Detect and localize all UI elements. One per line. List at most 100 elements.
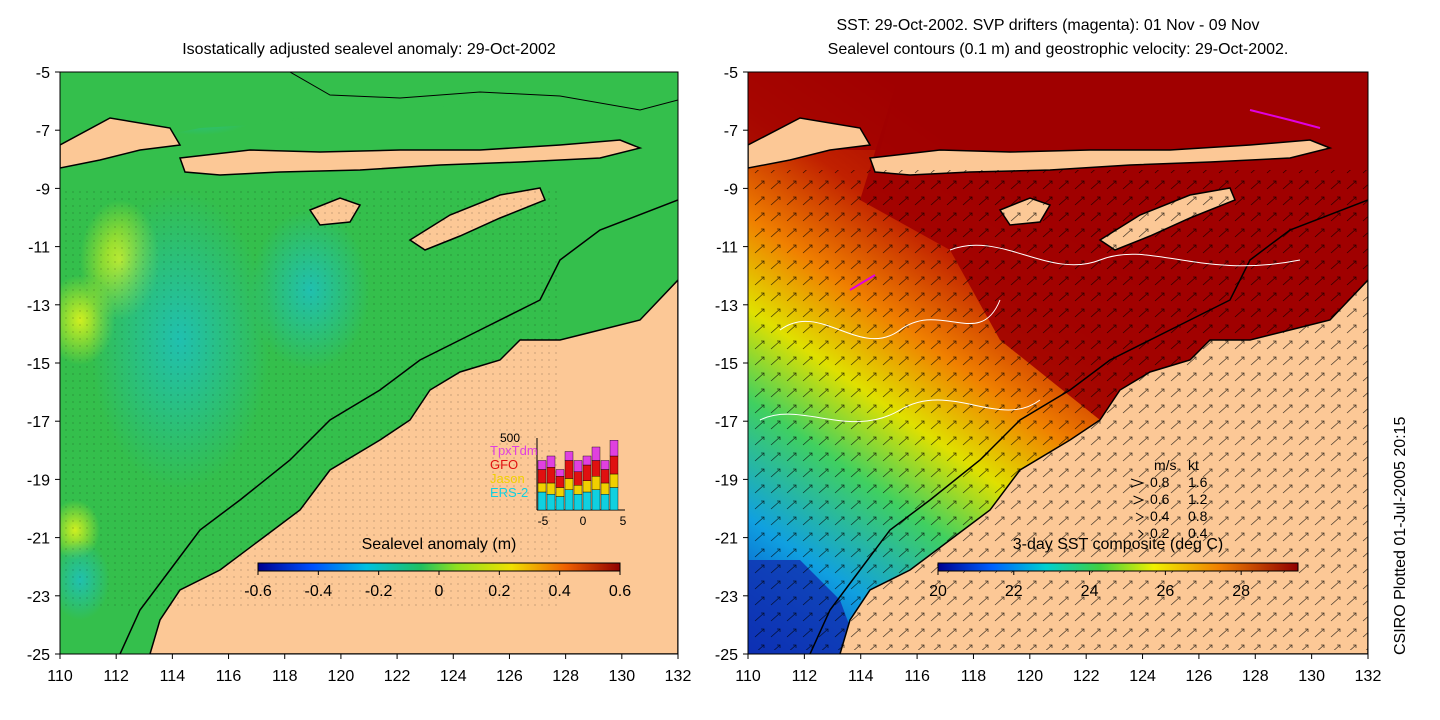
velocity-legend-ms: 0.8 xyxy=(1150,474,1170,490)
left-y-tick-label: -7 xyxy=(36,123,50,140)
right-y-tick-label: -23 xyxy=(715,589,738,606)
left-colorbar: Sealevel anomaly (m) -0.6 -0.4 -0.2 0 0.2 0.4… xyxy=(244,536,631,600)
right-x-tick-label: 112 xyxy=(792,668,818,685)
left-y-tick-label: -25 xyxy=(27,647,50,664)
histogram-bar-jason xyxy=(600,482,610,495)
sla-colorbar-tick-label: -0.6 xyxy=(244,583,272,600)
histogram-bar-tpx xyxy=(609,440,619,457)
velocity-legend: m/s kt 0.8 1.60.6 1.20.4 0.80.2 0.4 xyxy=(1130,457,1208,541)
velocity-legend-kt: 0.4 xyxy=(1188,525,1208,541)
left-x-tick-label: 132 xyxy=(665,668,692,685)
sst-colorbar-label: 3-day SST composite (deg C) xyxy=(1013,536,1223,553)
left-x-tick-label: 120 xyxy=(328,668,355,685)
histogram-x-tick-label: 5 xyxy=(620,514,627,528)
velocity-legend-arrow xyxy=(1130,478,1145,488)
velocity-legend-header-kt: kt xyxy=(1188,457,1199,473)
histogram-bar-jason xyxy=(591,476,601,490)
right-x-tick-label: 124 xyxy=(1129,668,1156,685)
histogram-bar-gfo xyxy=(573,471,583,486)
right-y-tick-label: -17 xyxy=(715,414,738,431)
histogram-bar-jason xyxy=(546,482,556,495)
histogram-bar-jason xyxy=(609,473,619,488)
velocity-legend-kt: 1.6 xyxy=(1188,474,1208,490)
histogram-bar-jason xyxy=(537,482,547,493)
sst-colorbar-gradient xyxy=(937,562,1299,572)
sla-colorbar-gradient xyxy=(257,562,621,572)
histogram-bar-tpx xyxy=(564,451,574,461)
left-x-tick-label: 116 xyxy=(216,668,242,685)
sst-colorbar-tick-label: 26 xyxy=(1156,583,1174,600)
histogram-bar-jason xyxy=(573,485,583,495)
right-y-tick-label: -19 xyxy=(715,472,738,489)
histogram-bar-ers2 xyxy=(609,487,619,511)
northern-coast xyxy=(288,72,678,111)
histogram-legend-entry: ERS-2 xyxy=(490,485,528,500)
right-y-tick-label: -15 xyxy=(715,356,738,373)
histogram-ymax-label: 500 xyxy=(500,431,520,445)
right-y-tick-label: -9 xyxy=(724,181,738,198)
svp-drifter-track xyxy=(849,274,876,291)
sst-colorbar-tick-label: 22 xyxy=(1005,583,1023,600)
histogram-bar-tpx xyxy=(591,446,601,461)
left-x-tick-label: 124 xyxy=(440,668,467,685)
histogram-bar-tpx xyxy=(573,460,583,472)
left-y-tick-label: -23 xyxy=(27,589,50,606)
left-y-tick-label: -13 xyxy=(27,298,50,315)
histogram-bar-gfo xyxy=(546,467,556,484)
histogram-bar-jason xyxy=(555,487,565,497)
svp-drifter-track xyxy=(1249,109,1321,129)
left-y-tick-label: -11 xyxy=(28,240,50,257)
right-x-tick-label: 128 xyxy=(1242,668,1269,685)
java-island xyxy=(60,117,182,169)
histogram-bar-ers2 xyxy=(546,494,556,511)
lesser-sunda-islands xyxy=(178,139,643,176)
histogram-x-tick-label: -5 xyxy=(538,514,549,528)
right-y-tick-label: -25 xyxy=(715,647,738,664)
histogram-bar-tpx xyxy=(537,460,547,470)
right-x-tick-label: 116 xyxy=(904,668,930,685)
right-x-tick-label: 132 xyxy=(1355,668,1382,685)
left-x-tick-label: 126 xyxy=(496,668,523,685)
left-map xyxy=(60,72,678,654)
histogram-bar-ers2 xyxy=(582,491,592,511)
right-colorbar: 3-day SST composite (deg C) 20 22 24 26 28 xyxy=(929,536,1299,600)
sla-colorbar-tick-label: -0.2 xyxy=(365,583,393,600)
left-y-tick-label: -21 xyxy=(27,531,50,548)
sla-colorbar-label: Sealevel anomaly (m) xyxy=(362,536,517,553)
right-y-tick-label: -21 xyxy=(715,531,738,548)
left-x-tick-label: 128 xyxy=(552,668,579,685)
sst-colorbar-tick-label: 24 xyxy=(1081,583,1099,600)
sla-colorbar-tick-label: 0.2 xyxy=(488,583,510,600)
sst-colorbar-tick-label: 20 xyxy=(929,583,947,600)
histogram-legend-entry: GFO xyxy=(490,457,518,472)
velocity-legend-kt: 1.2 xyxy=(1188,491,1208,507)
right-x-tick-label: 120 xyxy=(1016,668,1043,685)
histogram-bar-gfo xyxy=(564,460,574,479)
velocity-legend-kt: 0.8 xyxy=(1188,508,1208,524)
histogram-bar-tpx xyxy=(600,460,610,470)
left-x-tick-label: 122 xyxy=(384,668,411,685)
histogram-bar-ers2 xyxy=(591,489,601,511)
sla-colorbar-tick-label: -0.4 xyxy=(305,583,333,600)
histogram-legend-entry: Jason xyxy=(490,471,525,486)
right-x-tick-label: 118 xyxy=(961,668,987,685)
java-island xyxy=(748,117,872,169)
right-x-tick-label: 130 xyxy=(1298,668,1325,685)
histogram-bar-ers2 xyxy=(555,496,565,511)
histogram-bar-tpx xyxy=(555,469,565,477)
histogram-bar-ers2 xyxy=(573,494,583,511)
histogram-bar-ers2 xyxy=(600,494,610,511)
velocity-legend-header-ms: m/s xyxy=(1154,457,1177,473)
left-x-tick-label: 130 xyxy=(608,668,635,685)
histogram-x-tick-label: 0 xyxy=(580,514,587,528)
sla-colorbar-tick-label: 0.4 xyxy=(549,583,571,600)
velocity-legend-ms: 0.4 xyxy=(1150,508,1170,524)
left-x-tick-label: 112 xyxy=(103,668,129,685)
right-x-tick-label: 122 xyxy=(1073,668,1100,685)
sealevel-contour xyxy=(779,299,1001,340)
histogram-bar-ers2 xyxy=(564,489,574,511)
left-y-tick-label: -15 xyxy=(27,356,50,373)
right-y-tick-label: -13 xyxy=(715,298,738,315)
